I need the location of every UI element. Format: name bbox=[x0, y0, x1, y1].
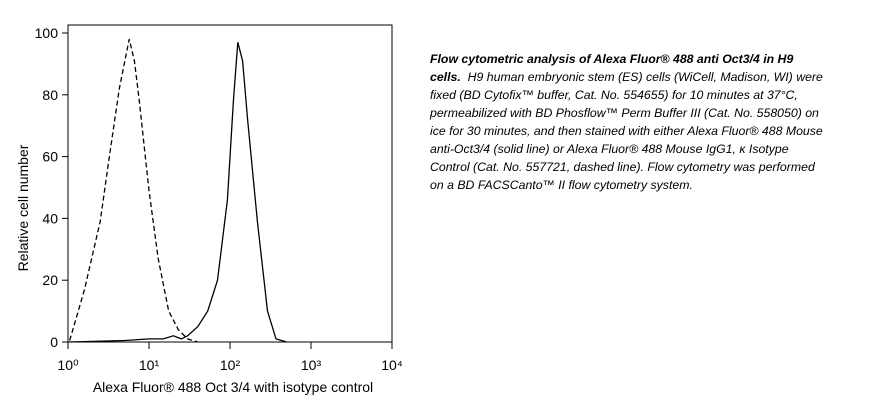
series-line bbox=[69, 39, 198, 343]
caption: Flow cytometric analysis of Alexa Fluor®… bbox=[430, 50, 830, 194]
y-tick-label: 80 bbox=[42, 87, 58, 103]
x-tick-label: 10¹ bbox=[139, 357, 160, 373]
y-tick-label: 60 bbox=[42, 149, 58, 165]
y-tick-label: 100 bbox=[35, 25, 59, 41]
plot-frame bbox=[67, 24, 393, 343]
series-line bbox=[69, 42, 287, 343]
y-tick-label: 40 bbox=[42, 210, 58, 226]
caption-title: Flow cytometric analysis of Alexa Fluor®… bbox=[430, 52, 794, 84]
x-tick-label: 10⁰ bbox=[57, 357, 79, 373]
y-tick-label: 0 bbox=[50, 334, 58, 350]
y-tick-label: 20 bbox=[42, 272, 58, 288]
x-tick-label: 10² bbox=[220, 357, 241, 373]
caption-text: H9 human embryonic stem (ES) cells (WiCe… bbox=[430, 70, 823, 192]
x-tick-label: 10³ bbox=[301, 357, 322, 373]
chart: Alexa Fluor® 488 Oct 3/4 with isotype co… bbox=[15, 24, 403, 395]
y-axis-label: Relative cell number bbox=[15, 144, 31, 271]
x-axis-label: Alexa Fluor® 488 Oct 3/4 with isotype co… bbox=[93, 379, 373, 395]
x-tick-label: 10⁴ bbox=[381, 357, 403, 373]
